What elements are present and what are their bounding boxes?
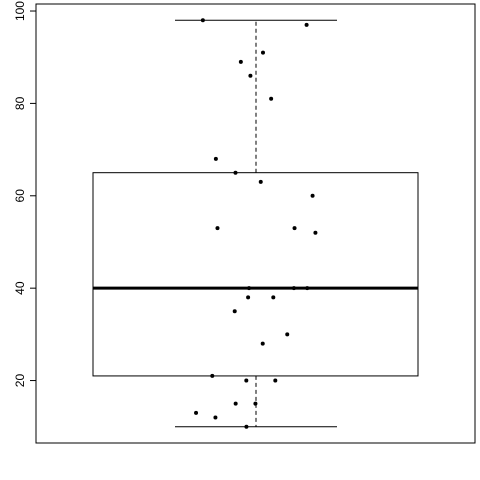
data-point <box>244 378 249 383</box>
data-point <box>271 295 276 300</box>
data-point <box>232 309 237 314</box>
data-point <box>291 286 296 291</box>
data-point <box>210 373 215 378</box>
data-point <box>213 415 218 420</box>
y-tick-label: 20 <box>13 374 27 388</box>
data-point <box>233 170 238 175</box>
data-point <box>292 226 297 231</box>
data-point <box>310 193 315 198</box>
data-point <box>233 401 238 406</box>
box <box>92 172 419 377</box>
data-point <box>253 401 258 406</box>
data-point <box>313 230 318 235</box>
data-point <box>200 18 205 23</box>
data-point <box>260 50 265 55</box>
data-point <box>213 156 218 161</box>
y-tick-label: 40 <box>13 281 27 295</box>
data-point <box>194 410 199 415</box>
data-point <box>246 295 251 300</box>
data-point <box>304 22 309 27</box>
data-point <box>258 179 263 184</box>
data-point <box>260 341 265 346</box>
data-point <box>247 286 252 291</box>
data-point <box>215 226 220 231</box>
data-point <box>285 332 290 337</box>
data-point <box>248 73 253 78</box>
data-point <box>269 96 274 101</box>
y-tick-label: 60 <box>13 189 27 203</box>
y-tick-label: 100 <box>13 1 27 21</box>
data-point <box>273 378 278 383</box>
data-point <box>305 286 310 291</box>
y-tick-label: 80 <box>13 96 27 110</box>
data-point <box>238 59 243 64</box>
data-point <box>244 424 249 429</box>
